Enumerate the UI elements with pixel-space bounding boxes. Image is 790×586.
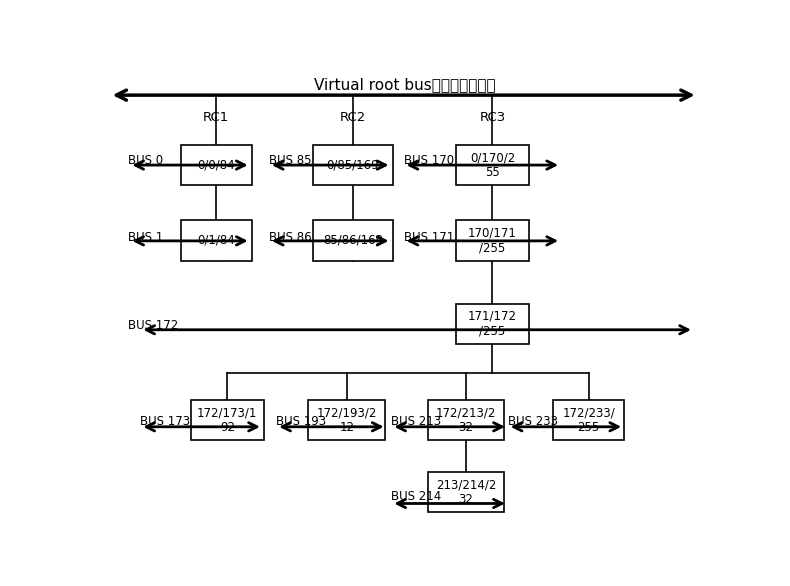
Text: BUS 193: BUS 193 [276, 415, 326, 428]
Bar [190, 400, 264, 440]
Text: BUS 1: BUS 1 [128, 231, 164, 244]
Text: RC1: RC1 [203, 111, 229, 124]
Bar [457, 145, 529, 185]
Bar [313, 145, 393, 185]
Text: 0/170/2
55: 0/170/2 55 [470, 151, 515, 179]
Text: Virtual root bus（虚拟根总线）: Virtual root bus（虚拟根总线） [314, 77, 495, 92]
Text: BUS 213: BUS 213 [391, 415, 442, 428]
Text: 213/214/2
32: 213/214/2 32 [436, 478, 496, 506]
Text: 170/171
/255: 170/171 /255 [468, 226, 517, 254]
Text: 172/233/
255: 172/233/ 255 [562, 406, 615, 434]
Text: 172/213/2
32: 172/213/2 32 [436, 406, 496, 434]
Text: BUS 233: BUS 233 [508, 415, 558, 428]
Text: BUS 173: BUS 173 [141, 415, 190, 428]
Bar [428, 400, 504, 440]
Bar [428, 472, 504, 512]
Bar [308, 400, 385, 440]
Text: BUS 170: BUS 170 [404, 154, 453, 167]
Text: RC2: RC2 [340, 111, 366, 124]
Text: BUS 172: BUS 172 [128, 319, 179, 332]
Bar [553, 400, 624, 440]
Text: 0/1/84: 0/1/84 [198, 234, 235, 247]
Text: 0/0/84: 0/0/84 [198, 159, 235, 172]
Text: BUS 0: BUS 0 [128, 154, 164, 167]
Bar [181, 220, 251, 261]
Text: BUS 85: BUS 85 [269, 154, 311, 167]
Text: BUS 171: BUS 171 [404, 231, 454, 244]
Bar [457, 220, 529, 261]
Text: RC3: RC3 [480, 111, 506, 124]
Text: 172/193/2
12: 172/193/2 12 [317, 406, 377, 434]
Bar [181, 145, 251, 185]
Bar [457, 304, 529, 344]
Bar [313, 220, 393, 261]
Text: 171/172
/255: 171/172 /255 [468, 310, 517, 338]
Text: 85/86/169: 85/86/169 [323, 234, 383, 247]
Text: BUS 214: BUS 214 [391, 490, 442, 503]
Text: 172/173/1
92: 172/173/1 92 [198, 406, 258, 434]
Text: BUS 86: BUS 86 [269, 231, 311, 244]
Text: 0/85/169: 0/85/169 [326, 159, 379, 172]
